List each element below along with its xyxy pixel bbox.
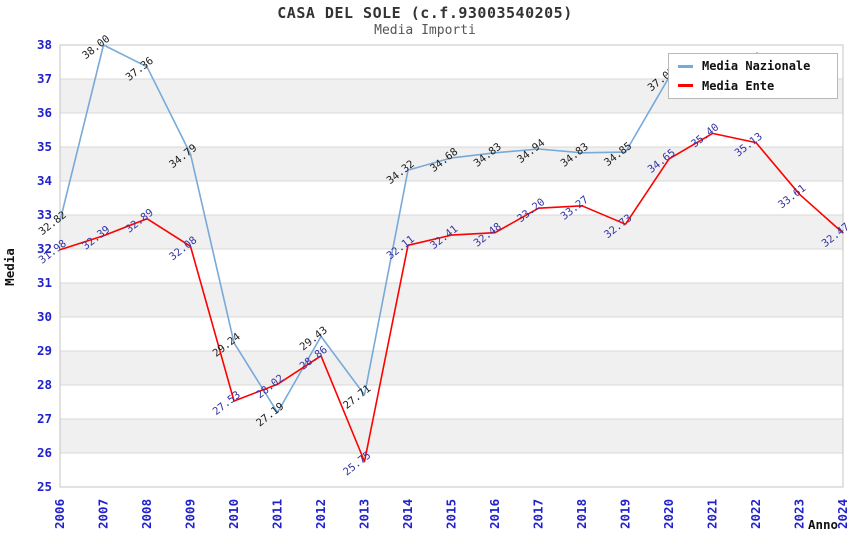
- nazionale-line-swatch-icon: [678, 64, 693, 68]
- svg-text:2008: 2008: [139, 499, 154, 529]
- svg-text:36: 36: [37, 105, 52, 120]
- page-title: CASA DEL SOLE (c.f.93003540205): [277, 4, 573, 22]
- chart-legend: Media Nazionale Media Ente: [668, 53, 838, 99]
- svg-text:2017: 2017: [531, 499, 546, 529]
- svg-text:29: 29: [37, 343, 52, 358]
- svg-text:2007: 2007: [96, 499, 111, 529]
- svg-text:28: 28: [37, 377, 52, 392]
- series-line-media-ente: [59, 132, 844, 463]
- x-axis-title: Anno: [808, 517, 838, 532]
- svg-text:2020: 2020: [661, 499, 676, 529]
- svg-text:2010: 2010: [226, 499, 241, 529]
- svg-text:27.53: 27.53: [211, 389, 243, 418]
- svg-text:2013: 2013: [357, 499, 372, 529]
- svg-text:2011: 2011: [270, 499, 285, 529]
- svg-text:2014: 2014: [400, 499, 415, 529]
- ente-line-swatch-icon: [678, 84, 693, 88]
- svg-text:2021: 2021: [705, 499, 720, 529]
- legend-item-media-nazionale: Media Nazionale: [678, 59, 837, 73]
- svg-text:2015: 2015: [444, 499, 459, 529]
- svg-text:2018: 2018: [574, 499, 589, 529]
- svg-text:27.71: 27.71: [341, 383, 373, 412]
- svg-text:2016: 2016: [487, 499, 502, 529]
- svg-text:34: 34: [37, 173, 52, 188]
- svg-text:25.75: 25.75: [341, 449, 373, 478]
- svg-text:30: 30: [37, 309, 52, 324]
- svg-text:27: 27: [37, 411, 52, 426]
- svg-text:35.40: 35.40: [689, 121, 721, 150]
- chart-subtitle: Media Importi: [374, 23, 476, 38]
- x-axis-tick-labels: 2006 2007 2008 2009 2010 2011 2012 2013 2014 2015…: [52, 499, 850, 529]
- svg-text:25: 25: [37, 479, 52, 494]
- svg-text:26: 26: [37, 445, 52, 460]
- plot-border: [59, 44, 844, 488]
- svg-text:2019: 2019: [618, 499, 633, 529]
- svg-text:32: 32: [37, 241, 52, 256]
- svg-text:38: 38: [37, 37, 52, 52]
- svg-text:31: 31: [37, 275, 52, 290]
- svg-text:2012: 2012: [313, 499, 328, 529]
- svg-text:2006: 2006: [52, 499, 67, 529]
- svg-text:35: 35: [37, 139, 52, 154]
- legend-label-media-nazionale: Media Nazionale: [702, 59, 811, 74]
- y-axis-title: Media: [2, 248, 17, 286]
- svg-text:2022: 2022: [748, 499, 763, 529]
- svg-text:2009: 2009: [183, 499, 198, 529]
- y-axis-tick-labels: 25 26 27 28 29 30 31 32 33 34 35 36 37 38: [37, 37, 52, 494]
- grid-bands: [60, 79, 843, 453]
- legend-item-media-ente: Media Ente: [678, 79, 837, 93]
- svg-text:2023: 2023: [792, 499, 807, 529]
- legend-label-media-ente: Media Ente: [702, 78, 775, 93]
- svg-text:2024: 2024: [835, 499, 850, 529]
- svg-text:37: 37: [37, 71, 52, 86]
- svg-text:33: 33: [37, 207, 52, 222]
